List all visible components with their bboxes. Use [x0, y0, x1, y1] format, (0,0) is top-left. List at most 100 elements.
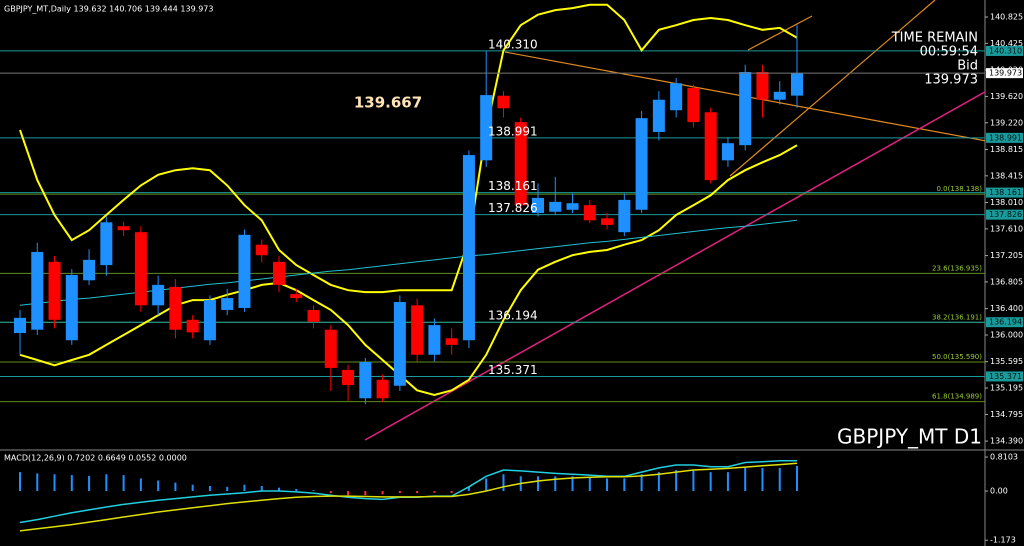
level-box-label: 137.826 [989, 210, 1022, 219]
macd-bar [416, 491, 419, 494]
fib-label: 23.6(136.935) [932, 264, 982, 272]
timer: 00:59:54 [920, 45, 978, 60]
macd-bar [174, 482, 177, 492]
macd-bar [450, 491, 453, 494]
macd-bar [70, 475, 73, 492]
macd-bar [709, 472, 712, 492]
candle-body [100, 222, 113, 266]
candle-body [307, 309, 320, 322]
macd-bar [761, 467, 764, 492]
macd-bar [364, 491, 367, 496]
indicator-line [19, 219, 798, 306]
candle-body [739, 72, 752, 146]
price-panel: 0.0(138.138) 23.6(136.935) 38.2(136.191) 50… [0, 3, 985, 405]
y-tick-label: 137.610 [990, 224, 1023, 233]
candle-body [393, 302, 406, 386]
macd-bar [191, 484, 194, 492]
y-tick-label: -1.173 [990, 536, 1016, 545]
candle-body [411, 305, 424, 355]
candle-body [376, 379, 389, 399]
fib-label: 50.0(135.590) [932, 353, 982, 361]
fib-label: 61.8(134.989) [932, 393, 982, 401]
symbol-header: GBPJPY_MT,Daily 139.632 140.706 139.444 … [4, 5, 213, 14]
y-tick-label: 136.400 [990, 304, 1023, 313]
bid-box-label: 139.973 [989, 69, 1022, 78]
macd-axis: 0.8103 0.00 -1.173 [985, 453, 1018, 545]
y-tick-label: 134.390 [990, 437, 1023, 446]
y-tick-label: 139.620 [990, 92, 1023, 101]
macd-bar [157, 480, 160, 492]
macd-bar [726, 472, 729, 492]
candle-body [583, 205, 596, 221]
plot-layer: 0.0(138.138) 23.6(136.935) 38.2(136.191) 50… [0, 3, 1023, 545]
macd-bar [312, 490, 315, 492]
candle-body [566, 203, 579, 210]
y-tick-label: 0.00 [990, 487, 1008, 496]
candle-body [514, 122, 527, 206]
highlight-price: 139.667 [354, 94, 422, 112]
macd-bar [19, 472, 21, 492]
bid-box [986, 68, 1023, 79]
macd-bar [502, 474, 505, 492]
trendline [747, 15, 813, 51]
macd-bar [398, 491, 401, 494]
chart-title: GBPJPY_MT D1 [837, 425, 982, 449]
y-tick-label: 134.795 [990, 410, 1023, 419]
macd-panel [19, 460, 798, 532]
macd-bar [796, 465, 798, 492]
macd-bar [571, 476, 574, 492]
level-box [986, 45, 1023, 56]
macd-bar [347, 491, 350, 496]
level-annotation: 140.310 [488, 37, 538, 51]
candle-body [428, 325, 441, 355]
level-box [986, 371, 1023, 382]
candle-body [359, 362, 372, 399]
macd-bar [243, 484, 246, 492]
candle-body [652, 99, 665, 132]
y-tick-label: 136.000 [990, 330, 1023, 339]
candle-body [532, 197, 544, 214]
macd-bar [744, 467, 747, 492]
level-annotation: 138.161 [488, 179, 538, 193]
level-box [986, 209, 1023, 220]
candle-body [65, 275, 78, 341]
fib-label: 38.2(136.191) [932, 313, 982, 321]
trendline [729, 0, 936, 177]
candle-body [203, 300, 216, 341]
indicator-line [19, 3, 798, 294]
candle-body [601, 218, 614, 225]
y-tick-label: 138.010 [990, 198, 1023, 207]
macd-bar [657, 472, 660, 492]
macd-bar [329, 491, 332, 494]
macd-bar [778, 467, 781, 492]
candle-body [134, 232, 147, 306]
macd-bar [105, 474, 108, 492]
bid-caption: Bid [957, 59, 978, 74]
level-box [986, 317, 1023, 328]
candle-body [238, 234, 251, 308]
indicator-line [19, 144, 798, 397]
y-tick-label: 140.425 [990, 39, 1023, 48]
level-box-label: 140.310 [989, 46, 1022, 55]
macd-line [19, 462, 798, 532]
macd-bar [260, 485, 263, 492]
trendline [364, 91, 985, 441]
bid-price: 139.973 [924, 73, 978, 88]
y-tick-label: 135.195 [990, 384, 1023, 393]
candle-body [290, 294, 303, 299]
level-box-label: 135.371 [989, 372, 1022, 381]
candle-body [704, 112, 717, 181]
y-tick-label: 137.205 [990, 251, 1023, 260]
macd-bar [588, 477, 591, 492]
macd-bar [623, 478, 626, 492]
y-tick-label: 140.825 [990, 12, 1023, 21]
candle-body [169, 286, 182, 330]
fib-label: 0.0(138.138) [936, 185, 982, 193]
candle-body [445, 338, 458, 345]
candle-body [117, 226, 130, 231]
price-axis: 140.825140.425140.020139.620139.220138.8… [985, 12, 1023, 446]
level-annotation: 135.371 [488, 363, 538, 377]
macd-bar [122, 475, 125, 492]
